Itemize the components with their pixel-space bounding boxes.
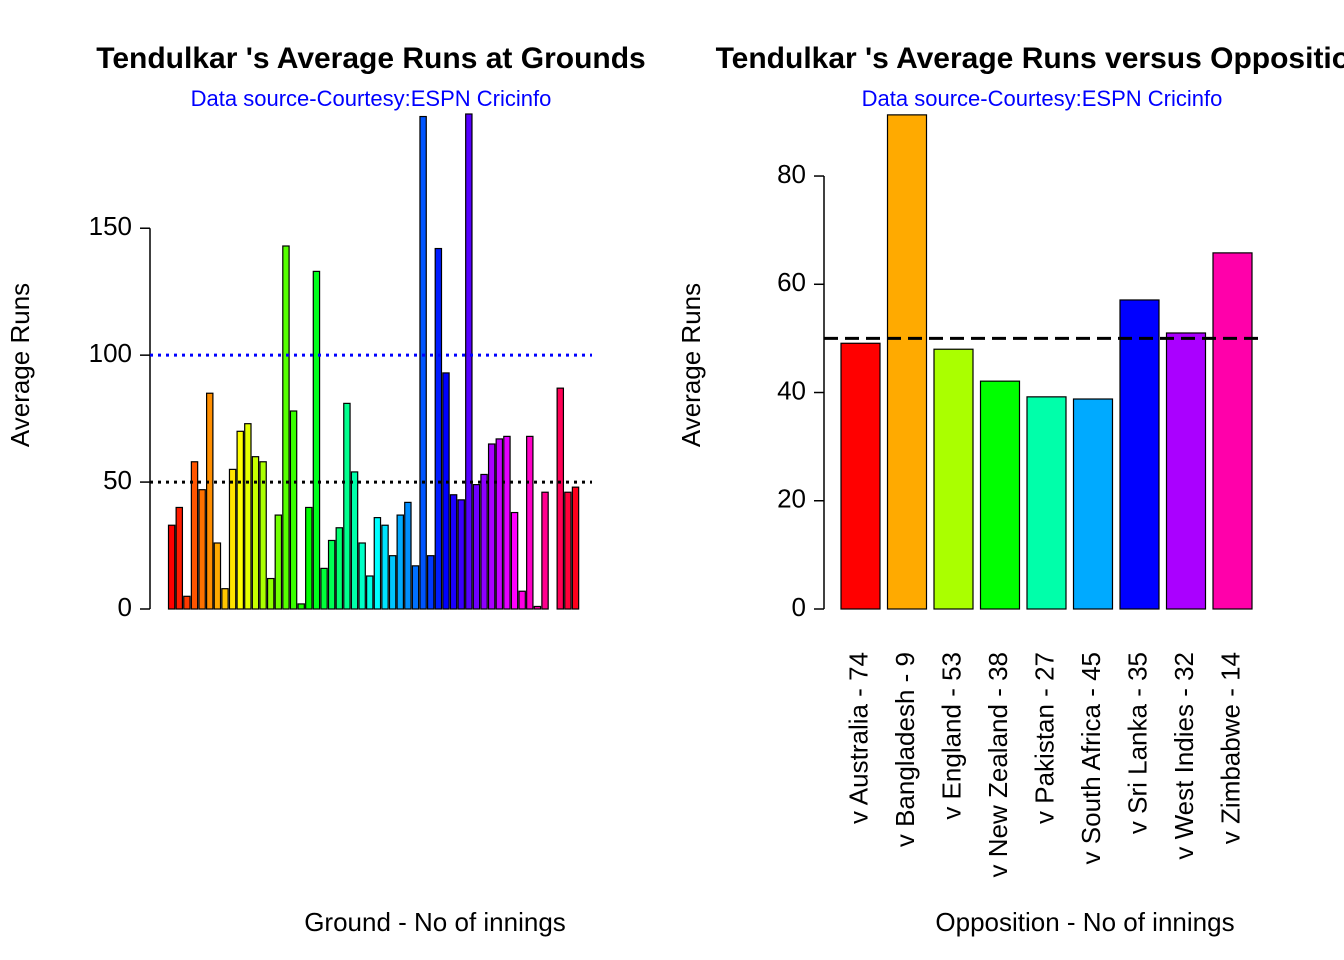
bar [312,270,321,610]
bar [381,524,389,610]
y-tick-label: 40 [777,375,806,405]
bar [259,461,267,610]
bar [373,517,382,610]
bar [175,506,184,610]
bar [510,511,519,610]
bar [244,423,252,610]
bar [886,114,928,610]
bar [1119,299,1160,610]
bar [503,435,511,610]
y-tick-label: 50 [103,465,132,495]
y-tick-label: 80 [777,159,806,189]
y-tick-label: 60 [777,267,806,297]
bar [541,491,549,610]
bar [206,392,214,610]
y-axis-label: Average Runs [676,283,706,447]
x-tick-label: v South Africa - 45 [1076,652,1106,864]
bar [266,577,275,610]
bar [198,489,206,610]
x-tick-label: v Zimbabwe - 14 [1215,652,1245,844]
bar [282,245,290,610]
bar [533,605,542,610]
bar [305,506,313,610]
y-tick-label: 20 [777,484,806,514]
bar [1072,398,1114,610]
x-tick-label: v England - 53 [936,652,966,820]
bar [167,524,176,610]
bar [411,565,420,610]
bar [449,494,458,610]
bar [495,438,504,610]
x-axis-label: Opposition - No of innings [935,907,1234,937]
bar [426,555,435,610]
bar [404,501,412,610]
bar [419,115,427,610]
bar [190,461,199,610]
bar [297,603,305,610]
bar [1026,396,1067,610]
bar [213,542,222,610]
chart-title: Tendulkar 's Average Runs versus Opposit… [716,42,1344,75]
x-tick-label: v Bangladesh - 9 [890,652,920,847]
bar [933,348,974,610]
bar [571,486,580,610]
bar [366,575,374,610]
bar [1165,332,1207,610]
bar [472,484,481,610]
x-axis-label: Ground - No of innings [304,907,566,937]
bar [358,542,366,610]
y-axis-label: Average Runs [5,283,35,447]
x-tick-label: v Pakistan - 27 [1029,652,1059,824]
bar [335,527,344,610]
bar [442,372,450,610]
y-tick-label: 100 [89,338,132,368]
x-tick-label: v Australia - 74 [843,652,873,824]
bar [480,473,488,610]
bar [840,342,881,610]
bar [274,514,283,610]
bar [465,113,473,610]
chart-title: Tendulkar 's Average Runs at Grounds [96,42,645,75]
bar [221,588,229,610]
panel: Tendulkar 's Average Runs versus Opposit… [676,42,1344,937]
bar [236,430,244,610]
bar [457,499,465,610]
bar [343,402,351,610]
bar [350,471,359,610]
bar [327,539,336,610]
bar [320,567,328,610]
y-tick-label: 150 [89,211,132,241]
y-tick-label: 0 [118,592,132,622]
bar [388,555,397,610]
bar [487,443,496,610]
bar [251,456,260,610]
y-tick-label: 0 [792,592,806,622]
bar [434,247,443,610]
bar [289,410,298,610]
bar [1212,252,1253,610]
bar [564,491,572,610]
bar [556,387,565,610]
bar [526,435,534,610]
subtitle: Data source-Courtesy:ESPN Cricinfo [191,86,552,111]
bar [228,468,237,610]
panel: Tendulkar 's Average Runs at Grounds Data… [5,42,646,937]
bar [518,590,526,610]
subtitle: Data source-Courtesy:ESPN Cricinfo [862,86,1223,111]
x-tick-label: v New Zealand - 38 [983,652,1013,877]
bar [979,380,1021,610]
bar [396,514,405,610]
x-tick-label: v West Indies - 32 [1169,652,1199,860]
bar [183,595,191,610]
x-tick-label: v Sri Lanka - 35 [1122,652,1152,834]
